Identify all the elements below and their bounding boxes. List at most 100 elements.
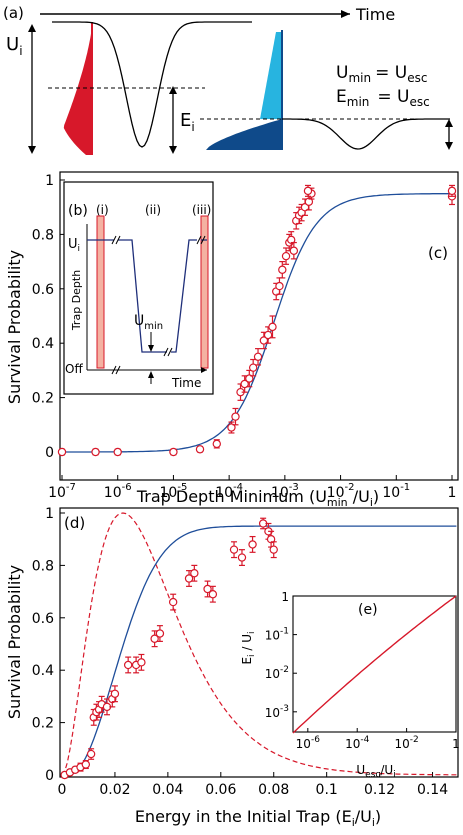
x-tick-label: 10-7 bbox=[48, 482, 76, 501]
panel-e-y-ticks: 1 10-1 10-2 10-3 bbox=[265, 590, 297, 720]
panel-d-fit-curve bbox=[62, 525, 457, 776]
panel-c-data-points bbox=[57, 184, 457, 457]
y-tick-label: 10-2 bbox=[265, 665, 289, 681]
y-tick-label: 1 bbox=[281, 590, 289, 604]
ei-arrow-top bbox=[169, 86, 177, 94]
panel-e-label: (e) bbox=[358, 602, 378, 618]
umin-arrow-top bbox=[445, 119, 453, 127]
y-tick-label: 0.2 bbox=[32, 716, 54, 732]
data-point bbox=[184, 574, 194, 583]
data-point bbox=[137, 658, 146, 667]
phase-iii-label: (iii) bbox=[192, 203, 211, 217]
panel-c-label: (c) bbox=[428, 244, 448, 262]
x-tick-label: 1 bbox=[448, 485, 457, 501]
y-tick-label: 1 bbox=[45, 506, 54, 522]
y-tick-label: 0.6 bbox=[32, 282, 54, 298]
data-point bbox=[259, 336, 269, 345]
data-point bbox=[304, 197, 314, 206]
phase-iii-bar bbox=[200, 215, 209, 369]
data-point bbox=[123, 660, 133, 670]
y-tick-label: 0.8 bbox=[32, 558, 54, 574]
x-tick-label: 1 bbox=[452, 737, 460, 751]
data-point bbox=[212, 439, 221, 449]
panel-c-frame bbox=[59, 171, 459, 481]
panel-c-ylabel: Survival Probability bbox=[5, 250, 24, 404]
x-tick-label: 0.06 bbox=[205, 782, 236, 798]
y-tick-label: 0.4 bbox=[32, 663, 54, 679]
data-point bbox=[303, 186, 313, 196]
y-tick-label: 10-1 bbox=[265, 627, 289, 643]
data-point bbox=[269, 545, 278, 554]
x-tick-label: 0.04 bbox=[152, 782, 183, 798]
time-arrowhead bbox=[341, 10, 350, 18]
data-point bbox=[237, 553, 247, 562]
x-tick-label: 0.14 bbox=[417, 782, 448, 798]
x-tick-label: 0.02 bbox=[99, 782, 130, 798]
inset-off-label: Off bbox=[65, 362, 83, 376]
ei-arrow-bottom bbox=[169, 146, 177, 154]
data-point bbox=[289, 246, 299, 255]
data-point bbox=[253, 352, 263, 361]
y-tick-label: 1 bbox=[45, 173, 54, 189]
inset-trap-depth-curve bbox=[87, 239, 207, 353]
panel-c-xlabel: Trap Depth Minimum (Umin /Ui) bbox=[136, 487, 379, 509]
panel-d-y-ticks: 0 0.2 0.4 0.6 0.8 1 bbox=[32, 506, 65, 784]
panel-a-label: (a) bbox=[3, 4, 24, 22]
y-tick-label: 0 bbox=[45, 768, 54, 784]
data-point bbox=[231, 412, 240, 421]
time-label: Time bbox=[355, 5, 395, 24]
data-point bbox=[155, 629, 165, 638]
data-point bbox=[195, 445, 205, 454]
data-point bbox=[229, 545, 239, 554]
data-point bbox=[169, 447, 178, 457]
panel-a: (a) Time Ui Ei Umin = Uesc Emin = Uesc bbox=[3, 4, 453, 155]
equation-umin: Umin = Uesc bbox=[336, 63, 427, 85]
umin-arrow-bottom bbox=[445, 142, 453, 150]
panel-c: 00.20.40.60.81 10-7 10-6 10-5 10-4 10-3 10-2 1… bbox=[5, 171, 459, 509]
y-tick-label: 0 bbox=[45, 445, 54, 461]
panel-c-fit-curve bbox=[62, 193, 452, 453]
x-tick-label: 10-6 bbox=[104, 482, 132, 501]
data-point bbox=[113, 447, 122, 457]
data-point bbox=[150, 634, 159, 643]
x-tick-label: 10-4 bbox=[215, 482, 243, 501]
data-point bbox=[240, 379, 249, 389]
data-point bbox=[110, 689, 120, 698]
ui-arrow-top bbox=[28, 24, 36, 32]
panel-e-frame bbox=[292, 595, 457, 733]
panel-c-y-ticks: 0 0.2 0.4 0.6 0.8 1 bbox=[32, 173, 65, 461]
data-point bbox=[248, 540, 257, 549]
y-tick-label: 0.8 bbox=[32, 227, 54, 243]
x-tick-label: 10-3 bbox=[271, 482, 299, 501]
data-point bbox=[281, 251, 291, 261]
panel-e-x-ticks: 10-6 10-4 10-2 1 bbox=[296, 728, 460, 751]
inset-axis-break-marks bbox=[111, 235, 206, 375]
y-tick-label: 0.4 bbox=[32, 336, 54, 352]
data-point bbox=[287, 235, 296, 245]
inset-umin-label: Umin bbox=[134, 313, 163, 332]
inset-ui-label: Ui bbox=[68, 237, 80, 254]
panel-d-label: (d) bbox=[64, 514, 85, 532]
x-tick-label: 10-5 bbox=[160, 482, 188, 501]
data-point bbox=[91, 447, 100, 457]
equation-emin: Emin = Uesc bbox=[336, 87, 430, 109]
panel-d-x-ticks: 0 0.02 0.04 0.06 0.08 0.1 0.12 0.14 bbox=[58, 772, 448, 798]
panel-d-ylabel: Survival Probability bbox=[5, 565, 24, 719]
x-tick-label: 0 bbox=[58, 782, 67, 798]
x-tick-label: 10-2 bbox=[394, 735, 418, 751]
panel-d: 00.20.40.60.81 0 0.02 0.04 0.06 0.08 0.1 0.12 0… bbox=[5, 506, 460, 829]
panel-d-frame bbox=[59, 507, 459, 778]
ui-label: Ui bbox=[6, 34, 23, 58]
data-point bbox=[203, 584, 212, 594]
panel-d-xlabel: Energy in the Initial Trap (Ei/Ui) bbox=[135, 807, 381, 829]
y-tick-label: 10-3 bbox=[265, 704, 289, 720]
ei-label: Ei bbox=[180, 110, 195, 134]
data-point bbox=[57, 447, 67, 457]
red-energy-distribution bbox=[63, 24, 92, 155]
x-tick-label: 0.08 bbox=[258, 782, 289, 798]
panel-e-xlabel: Uesc/Ui bbox=[356, 763, 395, 780]
panel-d-data-points bbox=[60, 517, 278, 780]
x-tick-label: 0.12 bbox=[364, 782, 395, 798]
data-point bbox=[278, 265, 287, 274]
